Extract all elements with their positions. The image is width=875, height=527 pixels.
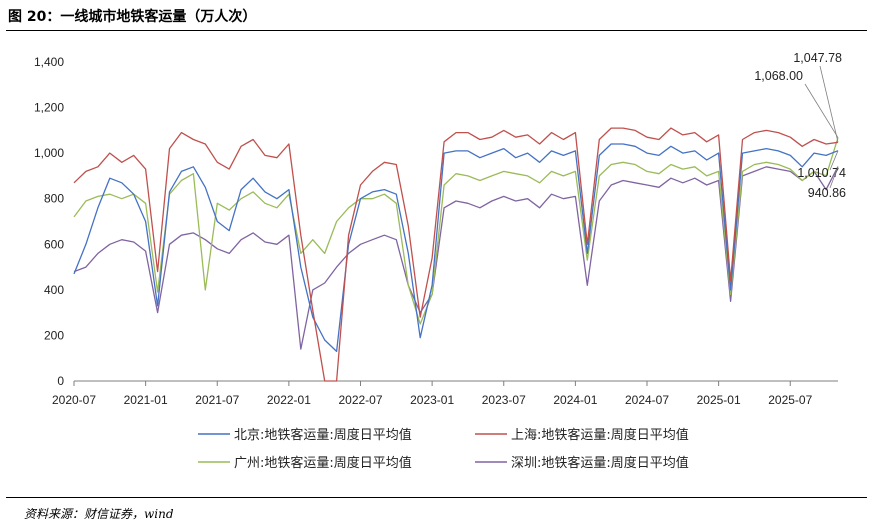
end-value-annotations: 1,047.78 1,068.00 1,010.74 940.86 [754,51,846,200]
x-tick-label: 2024-01 [553,393,597,407]
annotation-leader-beijing [829,150,839,171]
x-tick-label: 2020-07 [52,393,96,407]
x-tick-label: 2021-01 [124,393,168,407]
series-line-shanghai [73,127,839,382]
series-lines [73,127,839,382]
y-tick-label: 1,200 [34,101,64,115]
annotation-beijing: 1,010.74 [797,166,846,180]
annotation-guangzhou: 1,068.00 [754,69,803,83]
annotation-leader-guangzhou [804,83,839,138]
x-tick-label: 2023-07 [482,393,526,407]
y-tick-label: 600 [44,237,64,251]
legend-label-guangzhou: 广州:地铁客运量:周度日平均值 [234,455,412,471]
chart-legend: 北京:地铁客运量:周度日平均值 上海:地铁客运量:周度日平均值广州:地铁客运量:周… [198,427,689,471]
series-line-guangzhou [73,137,839,325]
x-tick-label: 2022-07 [338,393,382,407]
y-tick-label: 1,400 [34,55,64,69]
x-tick-label: 2022-01 [267,393,311,407]
y-tick-label: 800 [44,192,64,206]
x-tick-label: 2025-01 [697,393,741,407]
series-line-shenzhen [73,166,839,350]
source-note: 资料来源：财信证券，wind [24,507,174,521]
annotation-shanghai: 1,047.78 [793,51,842,65]
footer-divider [6,497,867,498]
title-divider [6,30,867,31]
legend-label-shenzhen: 深圳:地铁客运量:周度日平均值 [511,455,689,471]
legend-label-beijing: 北京:地铁客运量:周度日平均值 [234,427,412,443]
annotation-leader-shanghai [819,65,839,143]
x-tick-label: 2025-07 [768,393,812,407]
x-tick-label: 2024-07 [625,393,669,407]
x-tick-label: 2023-01 [410,393,454,407]
y-tick-label: 200 [44,328,64,342]
legend-label-shanghai: 上海:地铁客运量:周度日平均值 [511,427,689,443]
annotation-leader-shenzhen [829,166,839,189]
x-tick-label: 2021-07 [195,393,239,407]
chart-axes: 0 200 400 600 800 1,000 1,200 1,400 2020-07 2021-… [34,55,838,407]
y-tick-label: 1,000 [34,146,64,160]
series-line-beijing [73,143,839,353]
metro-ridership-chart: 0 200 400 600 800 1,000 1,200 1,400 2020-07 2021-… [34,51,846,471]
y-tick-label: 0 [57,374,64,388]
y-tick-label: 400 [44,283,64,297]
figure-title: 图 20：一线城市地铁客运量（万人次） [8,9,257,25]
annotation-shenzhen: 940.86 [808,186,846,200]
